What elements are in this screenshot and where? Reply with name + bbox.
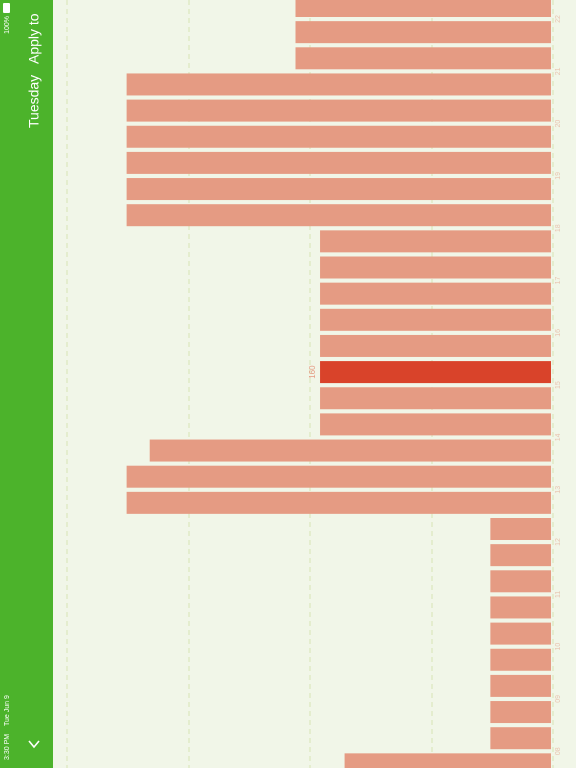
bar — [126, 491, 551, 514]
hour-label: 22 — [555, 15, 562, 23]
back-chevron[interactable] — [28, 740, 40, 749]
bar — [344, 753, 551, 773]
date: Tue Jun 9 — [4, 695, 11, 726]
bar — [295, 47, 551, 70]
hour-label: 12 — [555, 538, 562, 546]
hour-label: 09 — [555, 695, 562, 703]
bar — [126, 99, 551, 122]
bar — [490, 701, 551, 724]
bar — [320, 230, 551, 253]
bar — [126, 151, 551, 174]
hour-label: 19 — [555, 172, 562, 180]
bar — [126, 178, 551, 201]
bar — [295, 0, 551, 17]
bar — [295, 21, 551, 44]
bar — [490, 570, 551, 593]
apply-to-button[interactable]: Apply to — [26, 13, 42, 64]
bar — [320, 308, 551, 331]
selected-bar — [320, 361, 551, 384]
bar — [320, 387, 551, 410]
bar — [490, 727, 551, 750]
hour-label: 21 — [555, 67, 562, 75]
bar — [490, 596, 551, 619]
battery-icon — [3, 3, 10, 13]
bar — [126, 73, 551, 96]
hour-label: 14 — [555, 433, 562, 441]
bar — [490, 622, 551, 645]
hour-label: 08 — [555, 747, 562, 755]
bar — [320, 413, 551, 436]
hour-label: 18 — [555, 224, 562, 232]
bar — [126, 465, 551, 488]
bar — [320, 282, 551, 305]
bar — [126, 125, 551, 148]
bars — [126, 0, 551, 773]
value-label: 160 — [308, 365, 317, 379]
hour-label: 20 — [555, 120, 562, 128]
hour-label: 17 — [555, 277, 562, 285]
bar — [490, 648, 551, 671]
hour-label: 16 — [555, 329, 562, 337]
sidebar — [0, 0, 53, 768]
battery: 100% — [4, 16, 11, 34]
bar — [149, 439, 551, 462]
bar — [490, 544, 551, 567]
bar — [490, 518, 551, 540]
time: 3:30 PM — [4, 734, 11, 760]
hour-label: 11 — [555, 591, 562, 598]
bar — [320, 334, 551, 357]
bar — [490, 674, 551, 697]
hour-label: 15 — [555, 381, 562, 389]
hour-label: 10 — [555, 643, 562, 651]
bar — [126, 204, 551, 227]
hour-label: 13 — [555, 486, 562, 494]
bar — [320, 256, 551, 279]
day-title: Tuesday — [26, 75, 42, 128]
